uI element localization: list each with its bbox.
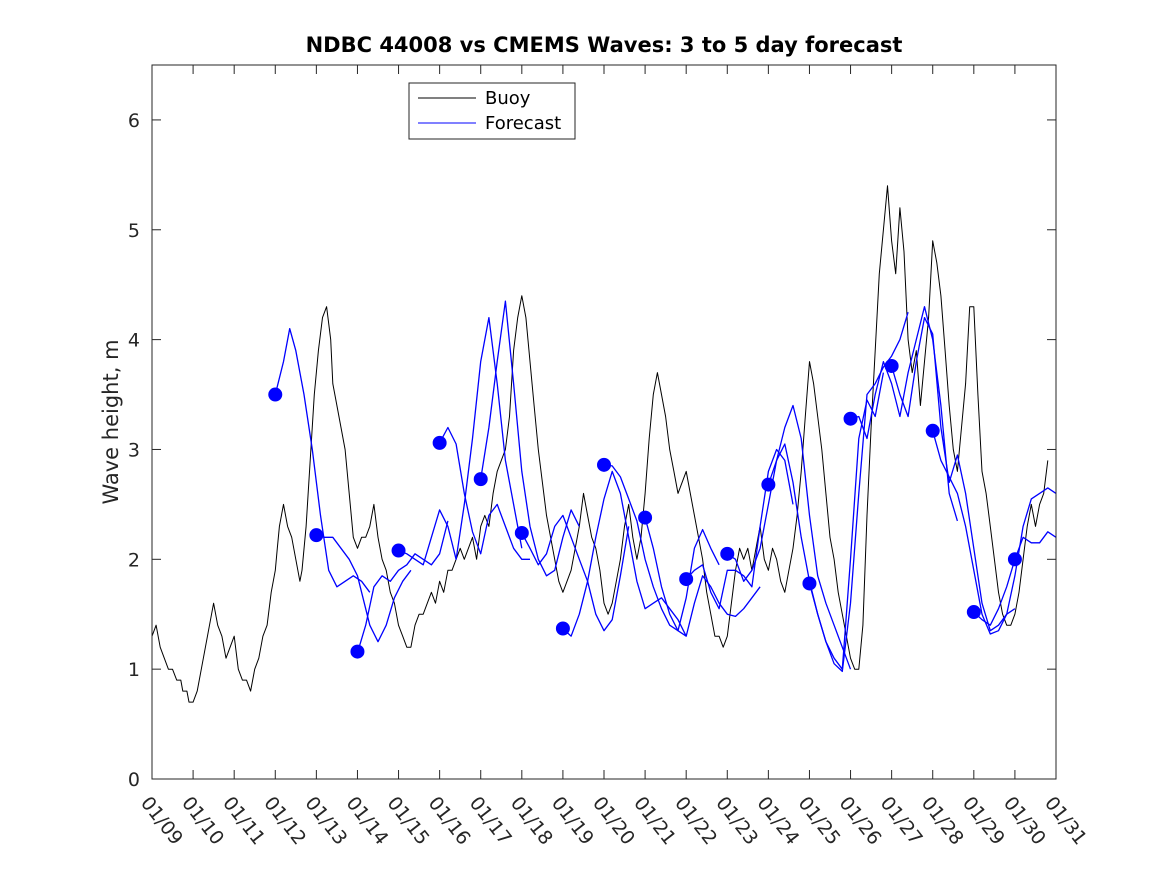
series-line-forecast-4 [439, 426, 530, 560]
series-line-forecast-3 [398, 316, 523, 566]
series-line-forecast-11 [726, 404, 852, 670]
series-line-forecast-14 [850, 306, 959, 522]
y-tick-label: 4 [128, 330, 140, 352]
forecast-marker [720, 546, 735, 561]
y-tick-label: 3 [128, 439, 140, 461]
forecast-marker [268, 387, 283, 402]
series-line-forecast-13 [808, 312, 909, 673]
series-line-forecast-9 [644, 517, 761, 637]
legend: Buoy Forecast [408, 82, 576, 140]
series-line-forecast-15 [890, 316, 1016, 632]
forecast-marker [1007, 552, 1022, 567]
series-line-forecast-8 [603, 464, 720, 632]
series-line-forecast-2 [356, 520, 449, 653]
y-axis-label: Wave height, m [99, 339, 123, 504]
forecast-marker [597, 457, 611, 472]
series-line-forecast-6 [521, 514, 630, 632]
legend-box [408, 82, 576, 140]
series-line-buoy [151, 185, 1049, 703]
forecast-marker [350, 644, 365, 659]
forecast-marker [884, 358, 899, 373]
forecast-marker [679, 572, 694, 587]
chart-title: NDBC 44008 vs CMEMS Waves: 3 to 5 day fo… [306, 33, 903, 57]
y-tick-label: 2 [128, 549, 140, 571]
series-line-forecast-16 [932, 430, 1057, 635]
series-line-forecast-0 [274, 327, 371, 593]
y-tick-label: 1 [128, 659, 140, 681]
series-line-forecast-1 [316, 534, 412, 643]
forecast-marker [555, 621, 570, 636]
series-line-forecast-7 [562, 470, 687, 637]
forecast-marker [843, 411, 858, 426]
forecast-marker [966, 605, 981, 620]
forecast-marker [761, 477, 776, 492]
forecast-marker [638, 510, 653, 525]
forecast-marker [391, 543, 406, 558]
series-line-forecast-10 [685, 448, 794, 610]
y-tick-label: 5 [128, 220, 140, 242]
y-tick-label: 6 [128, 110, 140, 132]
y-tick-label: 0 [128, 769, 140, 791]
forecast-marker [309, 528, 324, 543]
forecast-marker [514, 525, 529, 540]
forecast-marker [473, 472, 488, 487]
legend-label-buoy: Buoy [485, 88, 531, 109]
series-line-forecast-5 [480, 300, 580, 577]
legend-label-forecast: Forecast [485, 113, 561, 134]
forecast-marker [432, 435, 447, 450]
forecast-marker [802, 576, 817, 591]
forecast-marker [925, 423, 940, 438]
